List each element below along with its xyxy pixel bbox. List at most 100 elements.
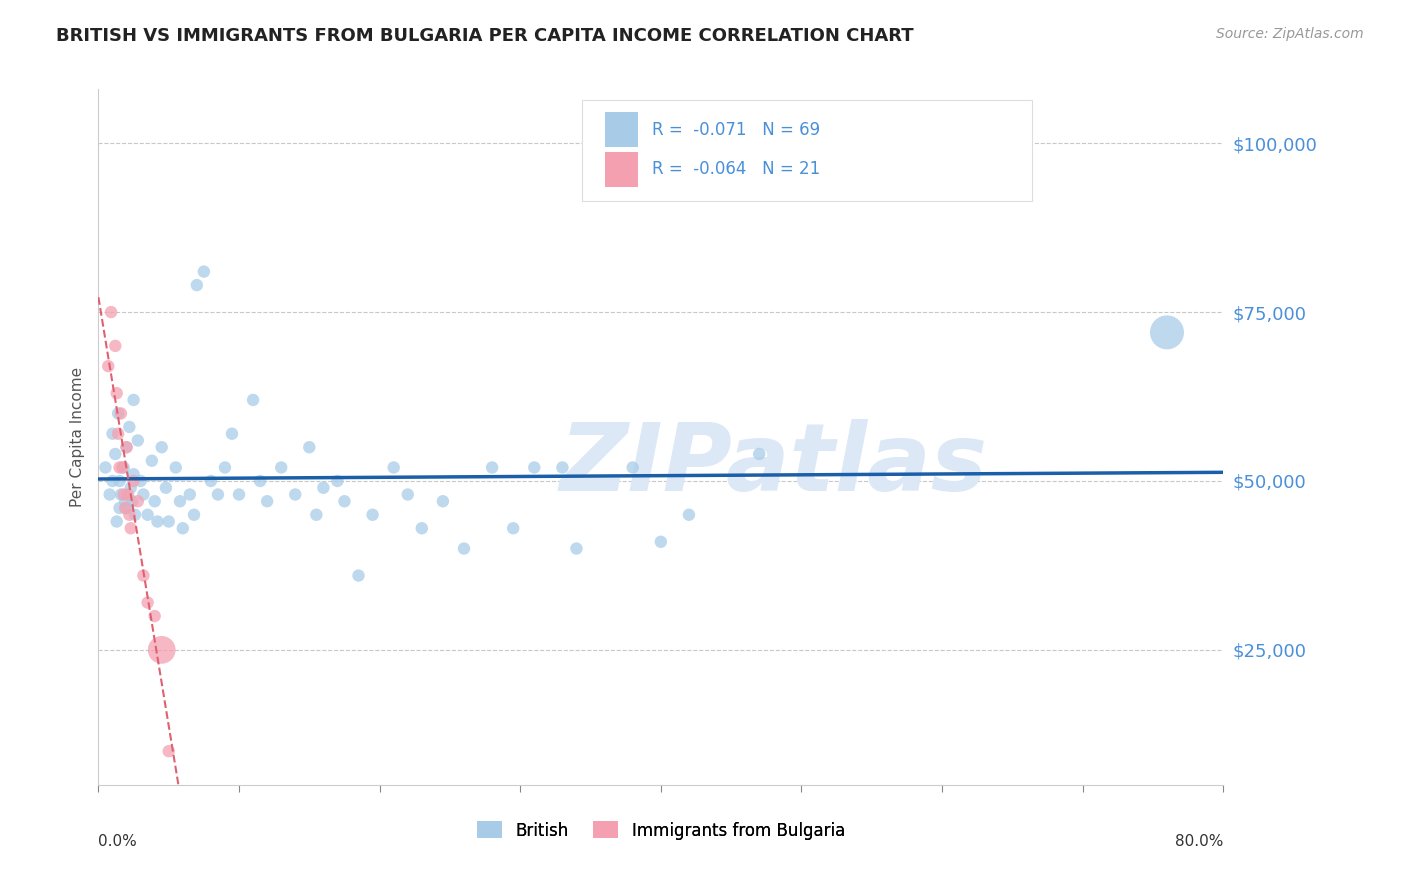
Point: [565, 541, 588, 556]
Point: [249, 474, 271, 488]
Point: [114, 501, 136, 516]
Point: [132, 568, 155, 582]
Point: [94, 460, 117, 475]
Point: [111, 460, 134, 475]
Point: [298, 440, 321, 454]
Point: [312, 481, 335, 495]
Point: [97, 359, 120, 373]
Point: [101, 426, 124, 441]
Point: [120, 521, 142, 535]
Point: [207, 487, 229, 501]
Point: [169, 494, 191, 508]
Point: [382, 460, 405, 475]
Point: [115, 501, 138, 516]
FancyBboxPatch shape: [605, 112, 638, 147]
Text: R =  -0.071   N = 69: R = -0.071 N = 69: [652, 120, 820, 138]
Point: [127, 434, 149, 448]
Point: [108, 501, 131, 516]
Point: [333, 494, 356, 508]
Point: [228, 487, 250, 501]
Point: [305, 508, 328, 522]
Point: [107, 406, 129, 420]
Point: [157, 515, 180, 529]
Point: [112, 487, 135, 501]
Point: [155, 481, 177, 495]
Point: [650, 534, 672, 549]
Point: [179, 487, 201, 501]
FancyBboxPatch shape: [582, 100, 1032, 201]
Point: [186, 278, 208, 293]
Point: [118, 420, 141, 434]
Point: [127, 494, 149, 508]
Point: [214, 460, 236, 475]
Point: [200, 474, 222, 488]
Point: [221, 426, 243, 441]
Point: [143, 494, 166, 508]
Point: [104, 447, 127, 461]
Point: [132, 487, 155, 501]
Point: [150, 643, 173, 657]
Point: [621, 460, 644, 475]
Legend: British, Immigrants from Bulgaria: British, Immigrants from Bulgaria: [470, 814, 852, 847]
Point: [150, 440, 173, 454]
Point: [121, 494, 143, 508]
Point: [105, 515, 128, 529]
Point: [122, 467, 145, 482]
Point: [122, 474, 145, 488]
Point: [270, 460, 292, 475]
Point: [256, 494, 278, 508]
Y-axis label: Per Capita Income: Per Capita Income: [69, 367, 84, 508]
Point: [481, 460, 503, 475]
Point: [678, 508, 700, 522]
Point: [347, 568, 370, 582]
Text: ZIPatlas: ZIPatlas: [560, 419, 987, 511]
Point: [326, 474, 349, 488]
Point: [117, 487, 139, 501]
Text: R =  -0.064   N = 21: R = -0.064 N = 21: [652, 161, 820, 178]
Point: [136, 596, 159, 610]
Text: Source: ZipAtlas.com: Source: ZipAtlas.com: [1216, 27, 1364, 41]
Text: BRITISH VS IMMIGRANTS FROM BULGARIA PER CAPITA INCOME CORRELATION CHART: BRITISH VS IMMIGRANTS FROM BULGARIA PER …: [56, 27, 914, 45]
Point: [432, 494, 454, 508]
Point: [143, 609, 166, 624]
Point: [124, 508, 146, 522]
Point: [193, 264, 215, 278]
Point: [105, 386, 128, 401]
Point: [108, 460, 131, 475]
Point: [242, 392, 264, 407]
Point: [396, 487, 419, 501]
Point: [165, 460, 187, 475]
Point: [361, 508, 384, 522]
Point: [172, 521, 194, 535]
Point: [110, 406, 132, 420]
FancyBboxPatch shape: [605, 152, 638, 186]
Point: [146, 515, 169, 529]
Point: [183, 508, 205, 522]
Point: [1156, 326, 1178, 340]
Text: 80.0%: 80.0%: [1175, 834, 1223, 848]
Point: [108, 474, 131, 488]
Point: [136, 508, 159, 522]
Point: [118, 508, 141, 522]
Point: [112, 460, 135, 475]
Point: [110, 487, 132, 501]
Point: [748, 447, 770, 461]
Point: [284, 487, 307, 501]
Point: [101, 474, 124, 488]
Point: [98, 487, 121, 501]
Text: 0.0%: 0.0%: [98, 834, 138, 848]
Point: [115, 440, 138, 454]
Point: [115, 440, 138, 454]
Point: [129, 474, 152, 488]
Point: [122, 392, 145, 407]
Point: [114, 494, 136, 508]
Point: [107, 426, 129, 441]
Point: [100, 305, 122, 319]
Point: [104, 339, 127, 353]
Point: [551, 460, 574, 475]
Point: [523, 460, 546, 475]
Point: [453, 541, 475, 556]
Point: [157, 744, 180, 758]
Point: [502, 521, 524, 535]
Point: [411, 521, 433, 535]
